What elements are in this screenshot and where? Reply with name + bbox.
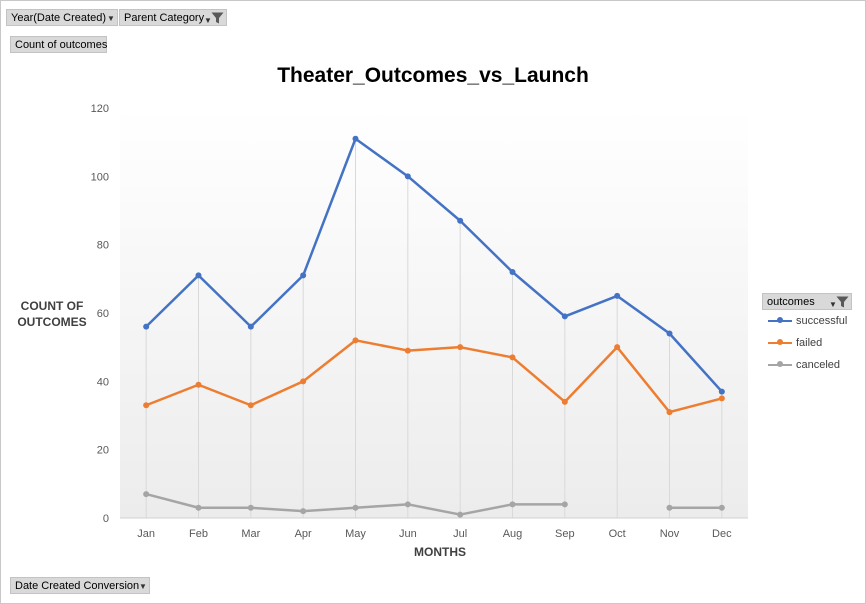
y-tick-label: 0 (103, 513, 109, 525)
x-axis-title: MONTHS (414, 545, 466, 559)
y-axis-title-line-2: OUTCOMES (17, 315, 87, 329)
x-tick-label: Sep (555, 528, 575, 540)
filter-icon[interactable] (836, 296, 849, 308)
data-point-canceled[interactable] (561, 501, 568, 508)
legend-label: successful (796, 315, 848, 327)
y-tick-label: 20 (97, 445, 109, 457)
values-field-button[interactable]: Count of outcomes (10, 36, 107, 53)
data-point-canceled[interactable] (352, 504, 359, 511)
legend: outcomes ▼ successful failed canceled (762, 293, 852, 376)
legend-label: failed (796, 337, 823, 349)
data-point-canceled[interactable] (404, 501, 411, 508)
legend-marker-swatch (777, 361, 783, 367)
data-point-canceled[interactable] (509, 501, 516, 508)
data-point-successful[interactable] (143, 323, 150, 330)
y-tick-label: 100 (91, 171, 109, 183)
data-point-successful[interactable] (718, 388, 725, 395)
data-point-successful[interactable] (457, 217, 464, 224)
data-point-successful[interactable] (247, 323, 254, 330)
plot-background (120, 108, 748, 518)
y-axis-title: COUNT OF OUTCOMES (10, 298, 94, 330)
data-point-canceled[interactable] (718, 504, 725, 511)
dropdown-arrow-icon[interactable]: ▼ (829, 300, 837, 309)
data-point-successful[interactable] (509, 269, 516, 275)
series-line-failed (144, 339, 724, 414)
legend-item-failed[interactable]: failed (762, 332, 852, 354)
data-point-failed[interactable] (247, 402, 254, 409)
data-point-successful[interactable] (195, 272, 202, 279)
axis-field-label: Date Created Conversion (15, 580, 140, 592)
data-point-successful[interactable] (300, 272, 307, 279)
y-tick-label: 40 (97, 376, 109, 388)
axis-field-button[interactable]: Date Created Conversion ▼ (10, 577, 150, 594)
data-point-failed[interactable] (143, 402, 150, 409)
y-tick-label: 120 (91, 103, 109, 115)
legend-marker-swatch (777, 317, 783, 323)
data-point-failed[interactable] (404, 347, 411, 354)
data-point-canceled[interactable] (195, 504, 202, 511)
data-point-failed[interactable] (457, 344, 464, 351)
x-tick-label: Jun (399, 528, 417, 540)
data-point-successful[interactable] (404, 173, 411, 180)
data-point-successful[interactable] (352, 135, 359, 142)
filter-icon[interactable] (211, 12, 224, 24)
data-point-successful[interactable] (614, 292, 621, 299)
data-point-failed[interactable] (195, 381, 202, 388)
data-point-failed[interactable] (718, 395, 725, 402)
data-point-failed[interactable] (666, 409, 673, 416)
x-tick-label: Aug (503, 528, 523, 540)
data-point-failed[interactable] (561, 398, 568, 405)
x-tick-label: Jul (453, 528, 467, 540)
data-point-failed[interactable] (300, 378, 307, 385)
y-axis-title-line-1: COUNT OF (20, 299, 84, 313)
data-point-failed[interactable] (509, 354, 516, 361)
data-point-failed[interactable] (614, 344, 621, 351)
chart-title: Theater_Outcomes_vs_Launch (277, 64, 589, 87)
year-filter-button[interactable]: Year(Date Created) ▼ (6, 9, 118, 26)
dropdown-arrow-icon[interactable]: ▼ (107, 14, 115, 23)
data-point-canceled[interactable] (300, 508, 307, 515)
data-point-canceled[interactable] (247, 504, 254, 511)
year-filter-label: Year(Date Created) (11, 12, 106, 24)
legend-marker-swatch (777, 339, 783, 345)
y-tick-label: 60 (97, 308, 109, 320)
data-point-successful[interactable] (561, 313, 568, 320)
values-field-label: Count of outcomes (15, 39, 108, 51)
data-point-canceled[interactable] (457, 511, 464, 518)
parent-category-filter-button[interactable]: Parent Category ▼ (119, 9, 227, 26)
legend-field-button[interactable]: outcomes ▼ (762, 293, 852, 310)
data-point-canceled[interactable] (666, 504, 673, 511)
legend-field-label: outcomes (767, 296, 815, 308)
x-tick-label: Dec (712, 528, 732, 540)
data-point-canceled[interactable] (143, 491, 150, 498)
y-tick-label: 80 (97, 240, 109, 252)
x-tick-label: Apr (295, 528, 312, 540)
data-point-successful[interactable] (666, 330, 673, 337)
data-point-failed[interactable] (352, 337, 359, 344)
legend-item-canceled[interactable]: canceled (762, 354, 852, 376)
x-tick-label: Jan (137, 528, 155, 540)
x-tick-label: Mar (241, 528, 260, 540)
series-line-successful (144, 137, 724, 393)
x-tick-label: May (345, 528, 366, 540)
dropdown-arrow-icon[interactable]: ▼ (139, 582, 147, 591)
x-tick-label: Feb (189, 528, 208, 540)
parent-category-label: Parent Category (124, 12, 205, 24)
legend-item-successful[interactable]: successful (762, 310, 852, 332)
dropdown-arrow-icon[interactable]: ▼ (204, 16, 212, 25)
x-tick-label: Nov (660, 528, 680, 540)
x-tick-label: Oct (609, 528, 626, 540)
legend-label: canceled (796, 359, 841, 371)
